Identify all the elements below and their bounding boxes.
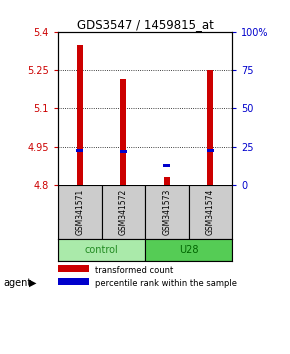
Bar <box>120 150 127 153</box>
Bar <box>164 177 170 185</box>
Text: percentile rank within the sample: percentile rank within the sample <box>95 279 237 287</box>
Bar <box>207 149 214 152</box>
Title: GDS3547 / 1459815_at: GDS3547 / 1459815_at <box>77 18 213 31</box>
Text: U28: U28 <box>179 245 198 255</box>
Bar <box>58 265 89 272</box>
Bar <box>76 149 83 152</box>
Text: GSM341572: GSM341572 <box>119 189 128 235</box>
Bar <box>145 239 232 261</box>
Text: control: control <box>85 245 118 255</box>
Text: agent: agent <box>3 278 31 288</box>
Bar <box>58 239 145 261</box>
Text: transformed count: transformed count <box>95 266 173 275</box>
Text: GSM341574: GSM341574 <box>206 189 215 235</box>
Bar <box>77 45 83 185</box>
Bar <box>120 79 126 185</box>
Bar <box>102 185 145 239</box>
Text: GSM341571: GSM341571 <box>75 189 84 235</box>
Bar <box>58 185 102 239</box>
Text: GSM341573: GSM341573 <box>162 189 171 235</box>
Bar <box>188 185 232 239</box>
Text: ▶: ▶ <box>29 278 37 288</box>
Bar <box>163 164 170 167</box>
Bar <box>207 70 213 185</box>
Bar <box>58 278 89 285</box>
Bar <box>145 185 188 239</box>
